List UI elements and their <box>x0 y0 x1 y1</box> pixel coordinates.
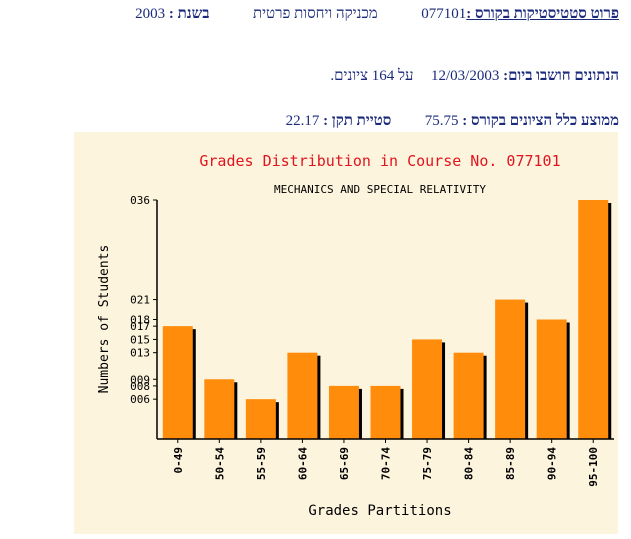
bar <box>453 352 484 439</box>
mean-label: ממוצע כלל הציונים בקורס : <box>462 113 619 129</box>
y-tick-label: 018 <box>130 314 150 327</box>
std-value: 22.17 <box>285 113 320 129</box>
y-tick-label: 015 <box>130 333 150 346</box>
y-tick-label: 009 <box>130 373 150 386</box>
axes-group <box>156 200 614 440</box>
y-tick-label: 013 <box>130 347 150 360</box>
computed-info: הנתונים חושבו ביום: 12/03/2003 על 164 צי… <box>330 68 619 85</box>
x-tick-label: 55-59 <box>255 447 268 480</box>
grades-chart-svg: Grades Distribution in Course No. 077101… <box>74 132 618 534</box>
bar <box>536 319 567 439</box>
x-tick-label: 50-54 <box>213 447 226 480</box>
y-axis-label: Numbers of Students <box>97 245 112 394</box>
computed-label: הנתונים חושבו ביום: <box>503 68 619 84</box>
chart-subtitle: MECHANICS AND SPECIAL RELATIVITY <box>274 183 486 196</box>
x-tick-label: 65-69 <box>338 447 351 480</box>
bar <box>578 200 609 439</box>
x-tick-label: 70-74 <box>380 447 393 480</box>
x-tick-label: 75-79 <box>421 447 434 480</box>
y-tick-label: 021 <box>130 294 150 307</box>
bar <box>370 385 401 439</box>
bar <box>245 399 276 439</box>
x-tick-label: 85-89 <box>504 447 517 480</box>
bar <box>287 352 318 439</box>
year-value: 2003 <box>135 6 166 22</box>
bar <box>412 339 443 439</box>
year-label: בשנת : <box>168 6 210 22</box>
x-axis-label: Grades Partitions <box>308 503 451 519</box>
y-tick-label: 036 <box>130 194 150 207</box>
y-tick-label: 008 <box>130 380 150 393</box>
bar <box>204 379 235 439</box>
chart-title: Grades Distribution in Course No. 077101 <box>199 152 560 170</box>
stats-line: ממוצע כלל הציונים בקורס : 75.75 סטיית תק… <box>286 113 619 130</box>
course-header: פרוט סטטיסטיקות בקורס :077101 מכניקה ויח… <box>135 6 619 23</box>
computed-date: 12/03/2003 <box>430 68 500 84</box>
x-tick-label: 80-84 <box>463 447 476 480</box>
bar <box>495 299 526 439</box>
x-tick-label: 90-94 <box>546 447 559 480</box>
y-tick-label: 006 <box>130 393 150 406</box>
grades-count: על 164 ציונים. <box>330 68 414 84</box>
course-name: מכניקה ויחסות פרטית <box>252 6 378 22</box>
course-label: פרוט סטטיסטיקות בקורס : <box>466 6 619 22</box>
x-tick-label: 95-100 <box>587 447 600 487</box>
y-tick-label: 017 <box>130 320 150 333</box>
mean-value: 75.75 <box>424 113 459 129</box>
x-tick-label: 60-64 <box>296 447 309 480</box>
ticks-group: 0-49 50-54 55-59 60-64 65-69 70-74 75-79 80-84 8… <box>130 194 600 487</box>
bars-group <box>162 200 612 439</box>
bar <box>162 326 193 439</box>
grades-chart: Grades Distribution in Course No. 077101… <box>74 132 618 534</box>
x-tick-label: 0-49 <box>172 447 185 474</box>
std-label: סטיית תקן : <box>323 113 392 129</box>
course-number: 077101 <box>421 6 467 22</box>
bar <box>328 385 359 439</box>
